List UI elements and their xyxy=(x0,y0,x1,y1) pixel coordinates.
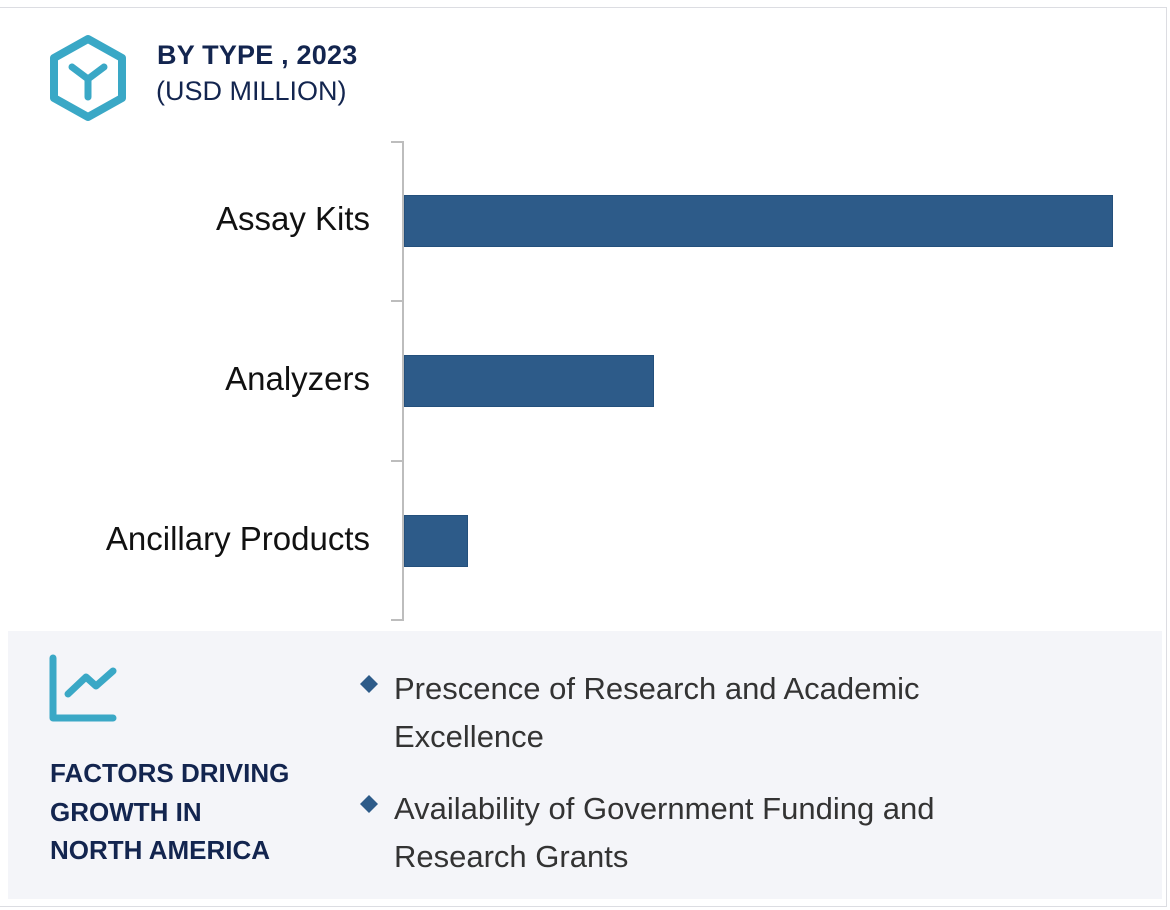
chart-subtitle: (USD MILLION) xyxy=(156,76,347,106)
category-label-ancillary-products: Ancillary Products xyxy=(105,520,370,557)
diamond-bullet-icon xyxy=(360,675,378,693)
hexagon-y-icon xyxy=(50,35,126,121)
axis-tick xyxy=(391,460,403,462)
factors-heading: FACTORS DRIVING GROWTH IN NORTH AMERICA xyxy=(50,754,330,870)
factor-text: Prescence of Research and Academic Excel… xyxy=(394,665,1054,761)
line-chart-growth-icon xyxy=(49,654,117,722)
factors-panel xyxy=(8,631,1162,899)
category-label-assay-kits: Assay Kits xyxy=(215,200,370,237)
axis-tick xyxy=(391,300,403,302)
factor-text-line: Prescence of Research and Academic xyxy=(394,671,920,706)
factors-heading-line: NORTH AMERICA xyxy=(50,835,271,865)
diamond-bullet-icon xyxy=(360,795,378,813)
factor-text-line: Excellence xyxy=(394,719,544,754)
y-axis xyxy=(402,141,404,621)
category-label-analyzers: Analyzers xyxy=(225,360,370,397)
factors-heading-line: GROWTH IN xyxy=(50,796,202,827)
factors-heading-line: FACTORS DRIVING xyxy=(50,758,290,788)
axis-tick xyxy=(391,141,403,143)
chart-title: BY TYPE , 2023 xyxy=(157,40,358,70)
bar-assay-kits xyxy=(404,195,1113,247)
factor-text: Availability of Government Funding and R… xyxy=(394,785,1054,881)
factor-text-line: Research Grants xyxy=(394,839,629,874)
bar-ancillary-products xyxy=(404,515,468,567)
factor-text-line: Availability of Government Funding and xyxy=(394,791,935,826)
bar-analyzers xyxy=(404,355,655,407)
axis-tick xyxy=(391,619,403,621)
